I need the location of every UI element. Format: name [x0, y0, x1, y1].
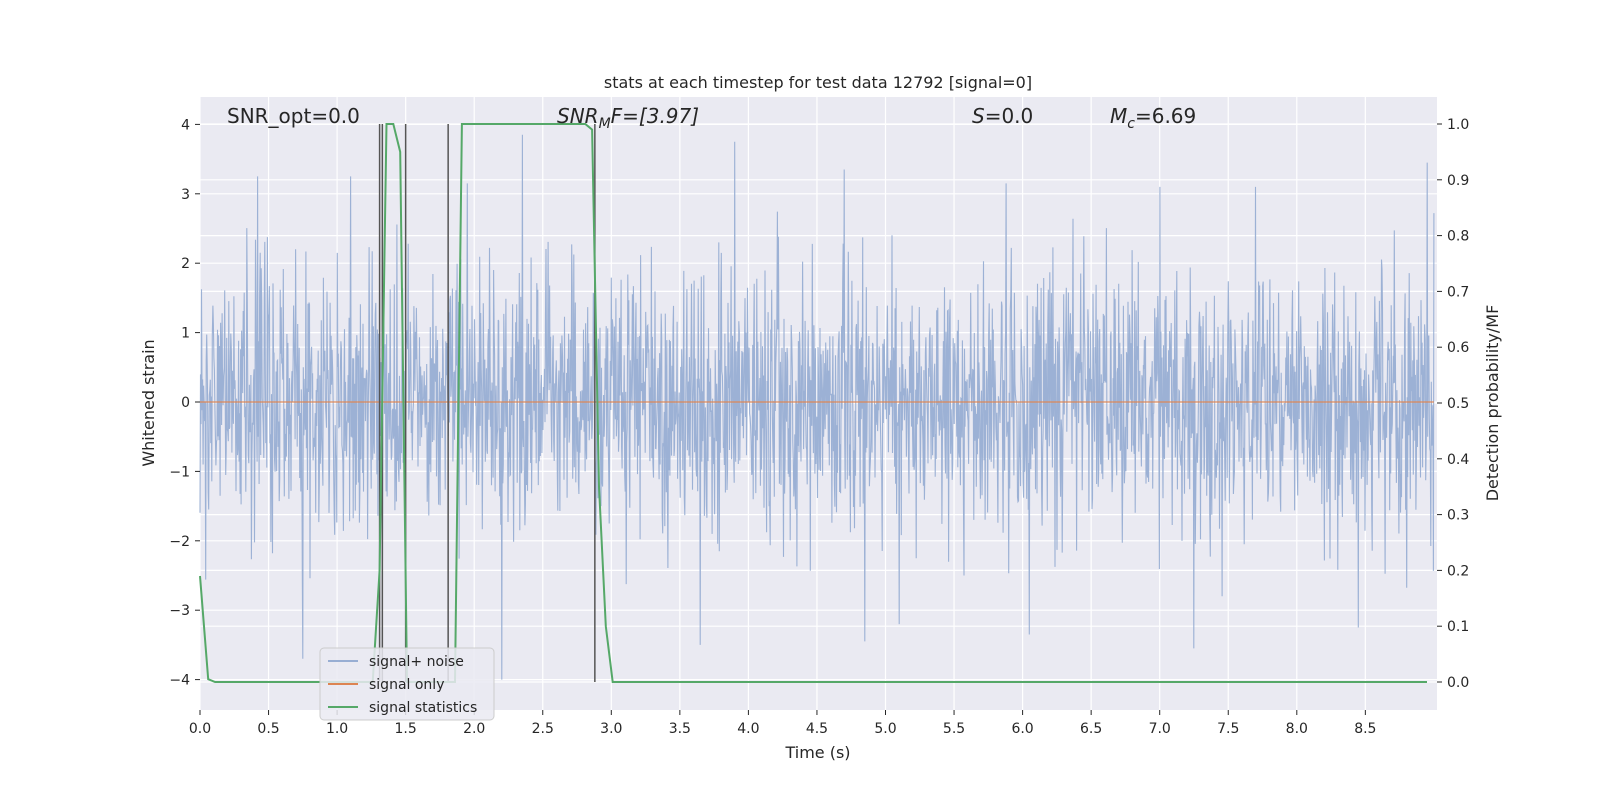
x-tick-label: 6.0 — [1011, 721, 1033, 737]
x-tick-label: 3.0 — [600, 721, 622, 737]
x-axis-label: Time (s) — [784, 743, 850, 762]
y-axis-label: Whitened strain — [139, 339, 158, 466]
x-tick-label: 4.0 — [737, 721, 759, 737]
y2-axis-label: Detection probability/MF — [1483, 305, 1502, 502]
x-tick-label: 5.5 — [943, 721, 965, 737]
y2-tick-label: 0.9 — [1447, 173, 1469, 189]
x-tick-label: 4.5 — [806, 721, 828, 737]
x-tick-label: 0.0 — [189, 721, 211, 737]
mc-annotation: Mc=6.69 — [1110, 104, 1196, 132]
grid — [199, 97, 1437, 710]
y-tick-label: −1 — [169, 464, 190, 480]
s-main: S — [972, 104, 985, 128]
mc-main: M — [1110, 104, 1127, 128]
x-tick-label: 2.5 — [532, 721, 554, 737]
legend-label-signal-only: signal only — [369, 677, 444, 693]
y-tick-label: 3 — [181, 187, 190, 203]
x-tick-label: 0.5 — [257, 721, 279, 737]
axes: 0.0 0.5 1.0 1.5 2.0 2.5 3.0 3.5 4.0 4.5 5.0 5.5 6.0 6… — [169, 117, 1469, 737]
y2-tick-label: 0.8 — [1447, 229, 1469, 245]
snr-mf-annotation: SNRMF=[3.97] — [557, 104, 699, 132]
y2-tick-label: 0.4 — [1447, 452, 1469, 468]
snr-mf-main: SNR — [557, 104, 599, 128]
x-tick-label: 7.5 — [1217, 721, 1239, 737]
s-annotation: S=0.0 — [972, 104, 1033, 128]
y-tick-label: −3 — [169, 603, 190, 619]
mc-rest: =6.69 — [1135, 104, 1196, 128]
y-tick-label: −2 — [169, 534, 190, 550]
legend-label-noise: signal+ noise — [369, 654, 464, 670]
y2-tick-label: 0.6 — [1447, 340, 1469, 356]
y2-tick-label: 1.0 — [1447, 117, 1469, 133]
x-tick-label: 8.0 — [1286, 721, 1308, 737]
y-tick-label: 2 — [181, 256, 190, 272]
x-tick-label: 6.5 — [1080, 721, 1102, 737]
chart-title: stats at each timestep for test data 127… — [604, 73, 1032, 92]
y2-tick-label: 0.1 — [1447, 619, 1469, 635]
y-tick-label: 4 — [181, 117, 190, 133]
y2-tick-label: 0.5 — [1447, 396, 1469, 412]
snr-mf-rest: F=[3.97] — [611, 104, 699, 128]
x-tick-label: 3.5 — [669, 721, 691, 737]
x-tick-label: 8.5 — [1354, 721, 1376, 737]
mc-sub: c — [1127, 116, 1135, 132]
x-tick-label: 2.0 — [463, 721, 485, 737]
legend-box — [319, 647, 495, 721]
x-tick-label: 1.5 — [395, 721, 417, 737]
y2-tick-label: 0.7 — [1447, 284, 1469, 300]
legend-label-statistics: signal statistics — [369, 700, 477, 716]
s-rest: =0.0 — [985, 104, 1034, 128]
y2-tick-label: 0.0 — [1447, 675, 1469, 691]
snr-mf-sub: M — [599, 116, 611, 132]
y-tick-label: 0 — [181, 395, 190, 411]
snr-opt-annotation: SNR_opt=0.0 — [227, 104, 360, 128]
y2-tick-label: 0.3 — [1447, 508, 1469, 524]
y-tick-label: −4 — [169, 673, 190, 689]
y2-tick-label: 0.2 — [1447, 563, 1469, 579]
x-tick-label: 7.0 — [1149, 721, 1171, 737]
legend: signal+ noise signal only signal statist… — [319, 647, 495, 721]
x-tick-label: 1.0 — [326, 721, 348, 737]
y-tick-label: 1 — [181, 326, 190, 342]
x-tick-label: 5.0 — [874, 721, 896, 737]
